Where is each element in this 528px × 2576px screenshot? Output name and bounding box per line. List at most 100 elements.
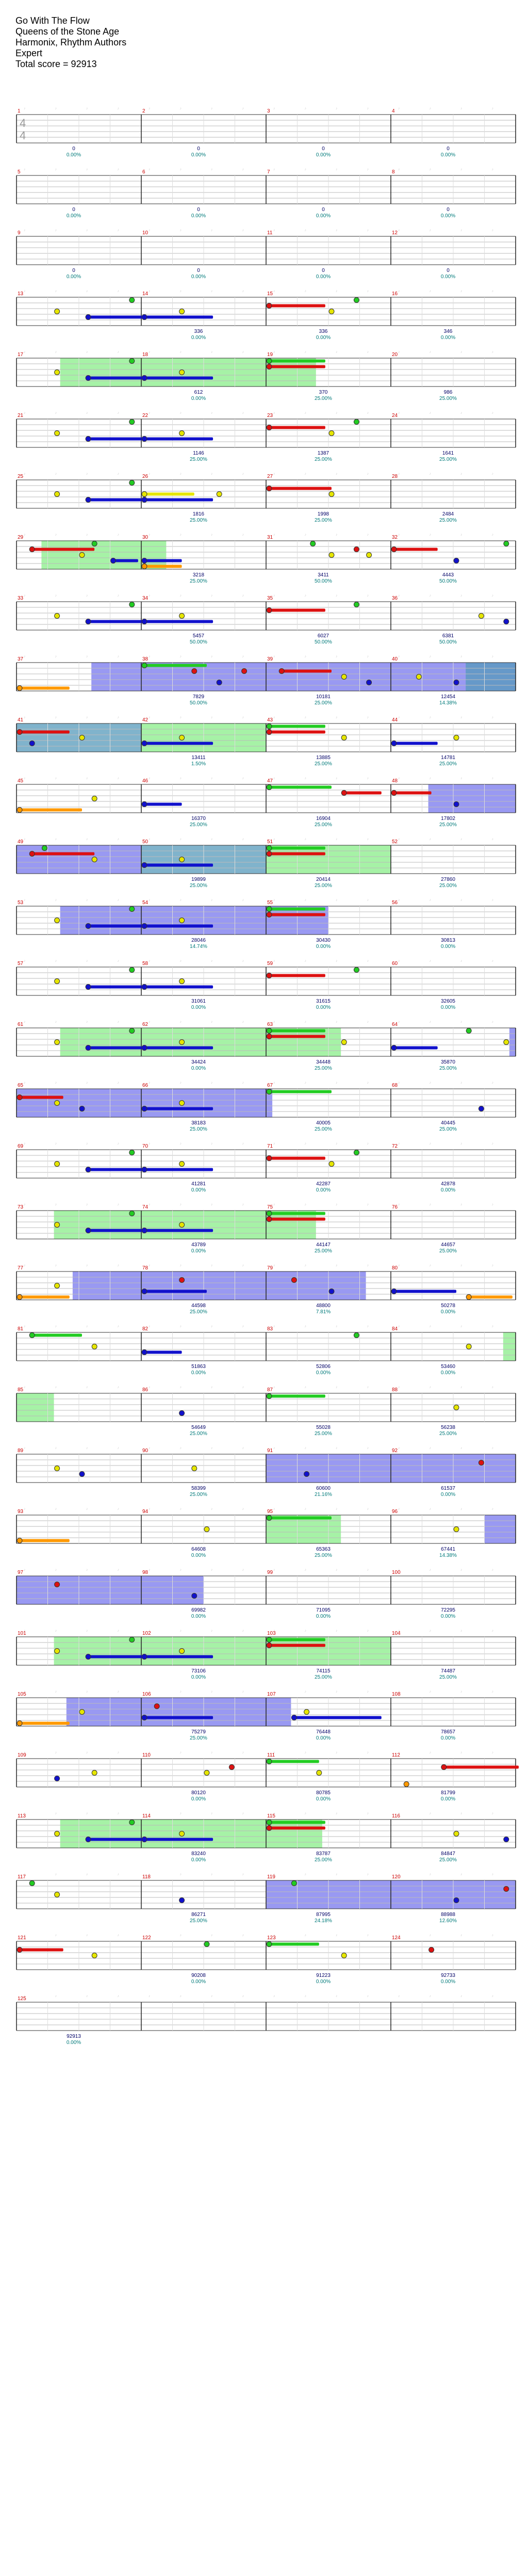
measure-number: 107 xyxy=(267,1692,276,1697)
beat-marker: ♪ xyxy=(430,1264,432,1267)
beat-marker: ♪ xyxy=(211,289,213,293)
beat-marker: ♪ xyxy=(273,838,275,841)
note-blue xyxy=(141,375,147,381)
note-yellow xyxy=(54,1100,60,1106)
beat-marker: ♪ xyxy=(118,959,120,963)
measure-score: 40005 xyxy=(316,1120,331,1126)
sustain-green xyxy=(269,359,325,363)
note-blue xyxy=(79,1471,85,1477)
note-green xyxy=(353,1332,359,1338)
measure-percent: 25.00% xyxy=(439,761,457,767)
beat-marker: ♪ xyxy=(367,1994,369,1998)
beat-marker: ♪ xyxy=(118,289,120,293)
measure-number: 111 xyxy=(267,1752,275,1758)
beat-marker: ♪ xyxy=(148,1264,151,1267)
sustain-green xyxy=(269,1516,332,1520)
beat-marker: ♪ xyxy=(367,655,369,658)
beat-marker: ♪ xyxy=(367,1812,369,1815)
beat-marker: ♪ xyxy=(24,959,26,963)
note-blue xyxy=(141,1167,147,1172)
beat-marker: ♪ xyxy=(24,289,26,293)
beat-marker: ♪ xyxy=(430,777,432,780)
measure-score: 0 xyxy=(72,146,75,152)
note-yellow xyxy=(179,1648,185,1654)
measure-percent: 50.00% xyxy=(315,578,332,584)
beat-marker: ♪ xyxy=(242,1325,244,1328)
beat-marker: ♪ xyxy=(180,1081,182,1085)
measure-number: 117 xyxy=(18,1874,26,1880)
phrase-highlight xyxy=(509,1028,516,1056)
measure-number: 118 xyxy=(142,1874,151,1880)
beat-marker: ♪ xyxy=(367,1629,369,1633)
phrase-highlight xyxy=(54,1637,141,1665)
beat-marker: ♪ xyxy=(148,594,151,598)
note-blue xyxy=(141,497,147,503)
measure-number: 52 xyxy=(392,839,398,845)
note-red xyxy=(191,668,197,674)
note-red xyxy=(266,1216,272,1222)
measure-score: 370 xyxy=(319,390,328,395)
beat-marker: ♪ xyxy=(242,1142,244,1146)
measure-number: 104 xyxy=(392,1631,401,1636)
note-blue xyxy=(85,1167,91,1172)
beat-marker: ♪ xyxy=(430,1629,432,1633)
beat-marker: ♪ xyxy=(24,107,26,110)
note-green xyxy=(266,723,272,729)
beat-marker: ♪ xyxy=(148,1690,151,1694)
beat-marker: ♪ xyxy=(460,1873,463,1876)
beat-marker: ♪ xyxy=(336,411,338,415)
beat-marker: ♪ xyxy=(148,777,151,780)
beat-marker: ♪ xyxy=(273,655,275,658)
beat-marker: ♪ xyxy=(273,777,275,780)
beat-marker: ♪ xyxy=(492,1386,494,1389)
beat-marker: ♪ xyxy=(367,1934,369,1937)
measure-row: ♪ ♪ ♪ ♪ ♪ ♪ ♪ ♪ ♪ ♪ ♪ ♪ ♪ ♪ ♪ ♪ xyxy=(16,472,516,509)
measure-score: 16370 xyxy=(191,816,206,822)
note-green xyxy=(129,358,135,364)
beat-marker: ♪ xyxy=(24,533,26,537)
measure-percent: 25.00% xyxy=(439,518,457,523)
measure-percent: 7.81% xyxy=(316,1309,331,1315)
beat-marker: ♪ xyxy=(55,1081,57,1085)
beat-marker: ♪ xyxy=(273,107,275,110)
measure-row: ♪ ♪ ♪ ♪ ♪ ♪ ♪ ♪ ♪ ♪ ♪ ♪ ♪ ♪ ♪ ♪ xyxy=(16,1690,516,1727)
beat-marker: ♪ xyxy=(305,1142,307,1146)
measure-percent: 14.38% xyxy=(439,1553,457,1558)
beat-marker: ♪ xyxy=(86,1203,88,1206)
measure-row: ♪ ♪ ♪ ♪ ♪ ♪ ♪ ♪ ♪ ♪ ♪ ♪ ♪ ♪ ♪ ♪ xyxy=(16,959,516,996)
measure-row: ♪ ♪ ♪ ♪ ♪ ♪ ♪ ♪ ♪ ♪ ♪ ♪ ♪ ♪ ♪ ♪ xyxy=(16,655,516,691)
measure-percent: 0.00% xyxy=(316,1796,331,1802)
beat-marker: ♪ xyxy=(86,1507,88,1511)
note-yellow xyxy=(478,613,484,619)
beat-marker: ♪ xyxy=(430,898,432,902)
measure-number: 33 xyxy=(18,595,24,601)
measure-number: 53 xyxy=(18,900,24,906)
measure-number: 76 xyxy=(392,1204,398,1210)
beat-marker: ♪ xyxy=(305,838,307,841)
beat-marker: ♪ xyxy=(24,1934,26,1937)
beat-marker: ♪ xyxy=(398,959,400,963)
sustain-red xyxy=(20,1948,63,1952)
note-green xyxy=(129,1028,135,1034)
measure-percent: 0.00% xyxy=(191,335,206,341)
beat-marker: ♪ xyxy=(118,107,120,110)
note-yellow xyxy=(179,309,185,314)
note-yellow xyxy=(179,613,185,619)
beat-marker: ♪ xyxy=(305,716,307,719)
beat-marker: ♪ xyxy=(305,229,307,232)
beat-marker: ♪ xyxy=(211,1325,213,1328)
note-red xyxy=(266,1034,272,1039)
beat-marker: ♪ xyxy=(273,959,275,963)
beat-marker: ♪ xyxy=(273,1873,275,1876)
measure-row: ♪ ♪ ♪ ♪ ♪ ♪ ♪ ♪ ♪ ♪ ♪ ♪ ♪ ♪ ♪ ♪ xyxy=(16,1873,516,1909)
measure-number: 92 xyxy=(392,1448,398,1454)
beat-marker: ♪ xyxy=(398,1386,400,1389)
beat-marker: ♪ xyxy=(305,1507,307,1511)
measure-percent: 25.00% xyxy=(439,1431,457,1437)
beat-marker: ♪ xyxy=(430,1325,432,1328)
measure-score: 75279 xyxy=(191,1729,206,1735)
beat-marker: ♪ xyxy=(367,1446,369,1450)
beat-marker: ♪ xyxy=(492,1507,494,1511)
beat-marker: ♪ xyxy=(86,168,88,171)
sustain-green xyxy=(269,1090,332,1093)
